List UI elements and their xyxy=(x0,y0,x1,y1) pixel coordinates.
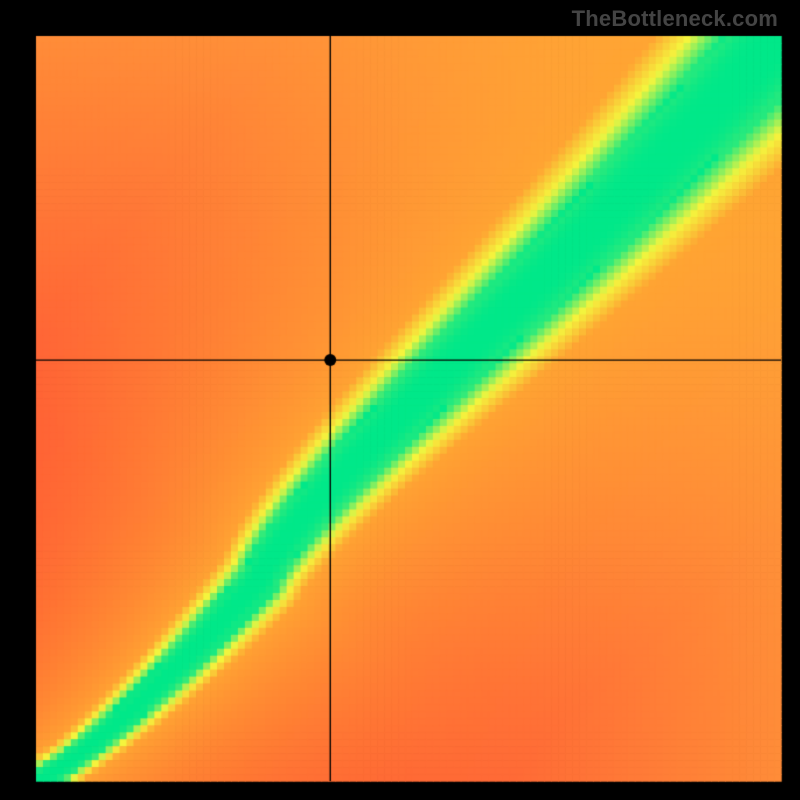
heatmap-canvas xyxy=(0,0,800,800)
watermark-text: TheBottleneck.com xyxy=(572,6,778,32)
